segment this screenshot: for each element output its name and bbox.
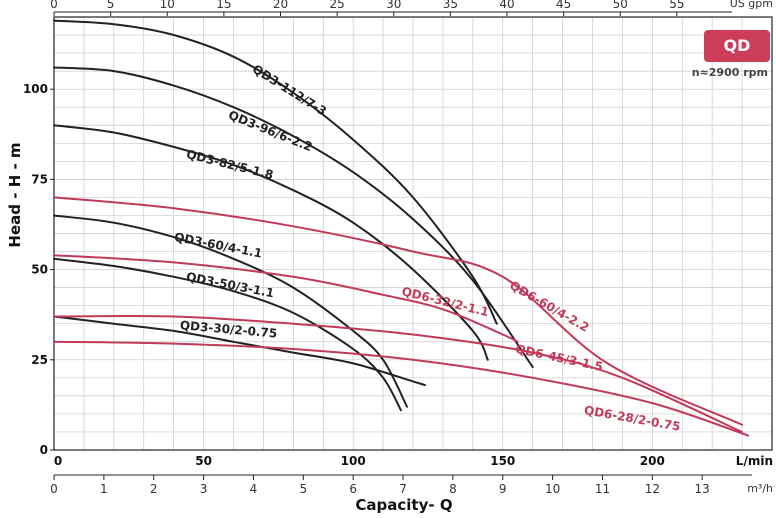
x-tick-gpm: 20 xyxy=(273,0,288,11)
x-tick-gpm: 10 xyxy=(160,0,175,11)
top-unit-label: US gpm xyxy=(730,0,773,10)
x-tick-m3h: 8 xyxy=(449,482,457,496)
y-tick-label: 100 xyxy=(23,82,48,96)
x-tick-gpm: 0 xyxy=(50,0,58,11)
x-tick-m3h: 4 xyxy=(250,482,258,496)
curve-label: QD3-60/4-1.1 xyxy=(173,230,263,261)
x-tick-gpm: 30 xyxy=(386,0,401,11)
x-tick-m3h: 2 xyxy=(150,482,158,496)
curve-qd3-82-5-1-8 xyxy=(53,124,489,361)
plot-frame xyxy=(53,16,773,451)
x-tick-gpm: 5 xyxy=(107,0,115,11)
qd-badge: QD xyxy=(724,36,751,55)
x-tick-gpm: 45 xyxy=(556,0,571,11)
x-tick-lmin: 50 xyxy=(195,454,212,468)
x-tick-gpm: 55 xyxy=(669,0,684,11)
x-tick-lmin: 150 xyxy=(490,454,515,468)
y-tick-label: 75 xyxy=(31,172,48,186)
curve-label: QD3-96/6-2.2 xyxy=(226,108,314,154)
y-axis-title: Head - H - m xyxy=(6,142,24,247)
y-tick-label: 50 xyxy=(31,263,48,277)
qd-badge-bg xyxy=(704,30,770,62)
curve-qd6-60-4-2-2 xyxy=(53,196,744,426)
x-tick-m3h: 6 xyxy=(349,482,357,496)
curve-qd3-112-7-3 xyxy=(53,19,498,325)
curve-label: QD3-50/3-1.1 xyxy=(185,270,275,301)
x-tick-m3h: 13 xyxy=(695,482,710,496)
x-tick-m3h: 3 xyxy=(200,482,208,496)
x-tick-m3h: 0 xyxy=(50,482,58,496)
curve-qd3-96-6-2-2 xyxy=(53,66,534,368)
x-tick-m3h: 9 xyxy=(499,482,507,496)
x-tick-lmin: 200 xyxy=(640,454,665,468)
curve-qd6-45-3-1-5 xyxy=(53,314,744,433)
curve-label: QD6-45/3-1.5 xyxy=(514,342,604,374)
curve-qd6-28-2-0-75 xyxy=(53,340,750,437)
x-tick-gpm: 50 xyxy=(613,0,628,11)
curve-label: QD6-60/4-2.2 xyxy=(507,278,591,335)
x-tick-lmin: 100 xyxy=(341,454,366,468)
x-tick-m3h: 10 xyxy=(545,482,560,496)
x-tick-m3h: 11 xyxy=(595,482,610,496)
x-tick-gpm: 25 xyxy=(329,0,344,11)
curve-label: QD3-82/5-1.8 xyxy=(185,147,275,182)
x-tick-m3h: 1 xyxy=(100,482,108,496)
lmin-unit-label: L/min xyxy=(736,454,773,468)
x-tick-m3h: 12 xyxy=(645,482,660,496)
x-tick-gpm: 35 xyxy=(443,0,458,11)
m3h-unit-label: m³/h xyxy=(747,482,773,495)
x-tick-m3h: 7 xyxy=(399,482,407,496)
curve-label: QD3-112/7-3 xyxy=(250,62,329,119)
x-tick-gpm: 40 xyxy=(499,0,514,11)
x-tick-lmin: 0 xyxy=(54,454,62,468)
x-tick-m3h: 5 xyxy=(299,482,307,496)
curve-qd3-50-3-1-1 xyxy=(53,257,402,412)
x-tick-gpm: 15 xyxy=(216,0,231,11)
x-axis-title: Capacity- Q xyxy=(355,496,452,514)
y-tick-label: 0 xyxy=(40,443,48,457)
curve-qd6-32-2-1-1 xyxy=(53,254,519,343)
speed-label: n≈2900 rpm xyxy=(692,66,768,79)
y-tick-label: 25 xyxy=(31,353,48,367)
